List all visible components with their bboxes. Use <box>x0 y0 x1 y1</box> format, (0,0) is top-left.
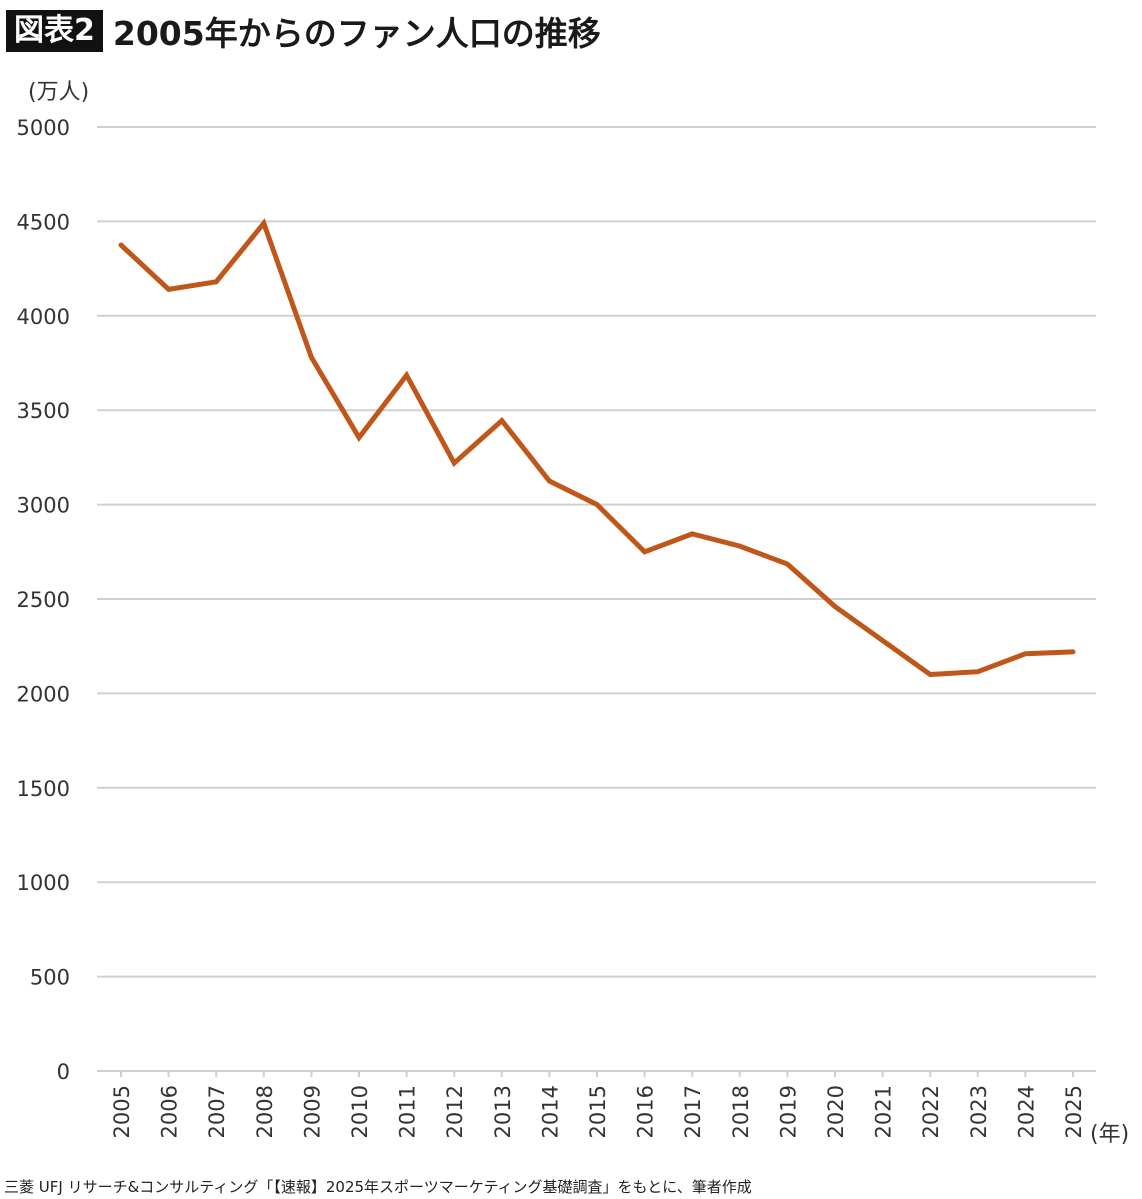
x-tick-label: 2010 <box>348 1085 372 1138</box>
x-tick-labels: 2005 2006 2007 2008 2009 2010 2011 2012 2013 2014… <box>110 1071 1086 1138</box>
x-tick-label: 2006 <box>158 1085 182 1138</box>
x-tick-label: 2023 <box>967 1085 991 1138</box>
x-tick-label: 2013 <box>491 1085 515 1138</box>
chart-title: 2005年からのファン人口の推移 <box>112 14 601 53</box>
figure-badge: 図表2 <box>6 10 103 52</box>
y-tick-label: 1000 <box>17 871 70 895</box>
x-axis-unit-label: (年) <box>1090 1122 1129 1147</box>
x-tick-label: 2011 <box>396 1085 420 1138</box>
y-tick-label: 4500 <box>17 210 70 234</box>
x-tick-label: 2020 <box>824 1085 848 1138</box>
x-tick-label: 2016 <box>634 1085 658 1138</box>
chart-header: 図表2 2005年からのファン人口の推移 <box>6 8 601 54</box>
x-tick-label: 2017 <box>681 1085 705 1138</box>
y-axis-unit-label: (万人) <box>28 80 90 105</box>
x-tick-label: 2005 <box>110 1085 134 1138</box>
y-tick-label: 2500 <box>17 588 70 612</box>
x-tick-label: 2009 <box>300 1085 324 1138</box>
x-tick-label: 2012 <box>443 1085 467 1138</box>
series-lines <box>118 218 1076 678</box>
x-tick-label: 2007 <box>205 1085 229 1138</box>
x-tick-label: 2025 <box>1062 1085 1086 1138</box>
x-tick-label: 2019 <box>776 1085 800 1138</box>
series-line <box>118 218 1076 678</box>
x-tick-label: 2008 <box>253 1085 277 1138</box>
y-tick-label: 3000 <box>17 494 70 518</box>
source-note: 三菱 UFJ リサーチ&コンサルティング「【速報】2025年スポーツマーケティン… <box>4 1178 752 1196</box>
y-tick-labels: 0 500 1000 1500 2000 2500 3000 3500 4000 4500 5000 <box>17 116 70 1084</box>
line-chart: 0 500 1000 1500 2000 2500 3000 3500 4000 4500 5000… <box>17 116 1130 1147</box>
x-tick-label: 2018 <box>729 1085 753 1138</box>
y-tick-label: 1500 <box>17 777 70 801</box>
y-tick-label: 500 <box>30 966 70 990</box>
x-tick-label: 2015 <box>586 1085 610 1138</box>
y-tick-label: 4000 <box>17 305 70 329</box>
x-tick-label: 2022 <box>919 1085 943 1138</box>
y-tick-label: 2000 <box>17 682 70 706</box>
grid-lines <box>97 126 1096 1072</box>
x-tick-label: 2014 <box>538 1085 562 1138</box>
y-tick-label: 3500 <box>17 399 70 423</box>
x-tick-label: 2021 <box>872 1085 896 1138</box>
y-tick-label: 0 <box>57 1060 70 1084</box>
y-tick-label: 5000 <box>17 116 70 140</box>
x-tick-label: 2024 <box>1014 1085 1038 1138</box>
